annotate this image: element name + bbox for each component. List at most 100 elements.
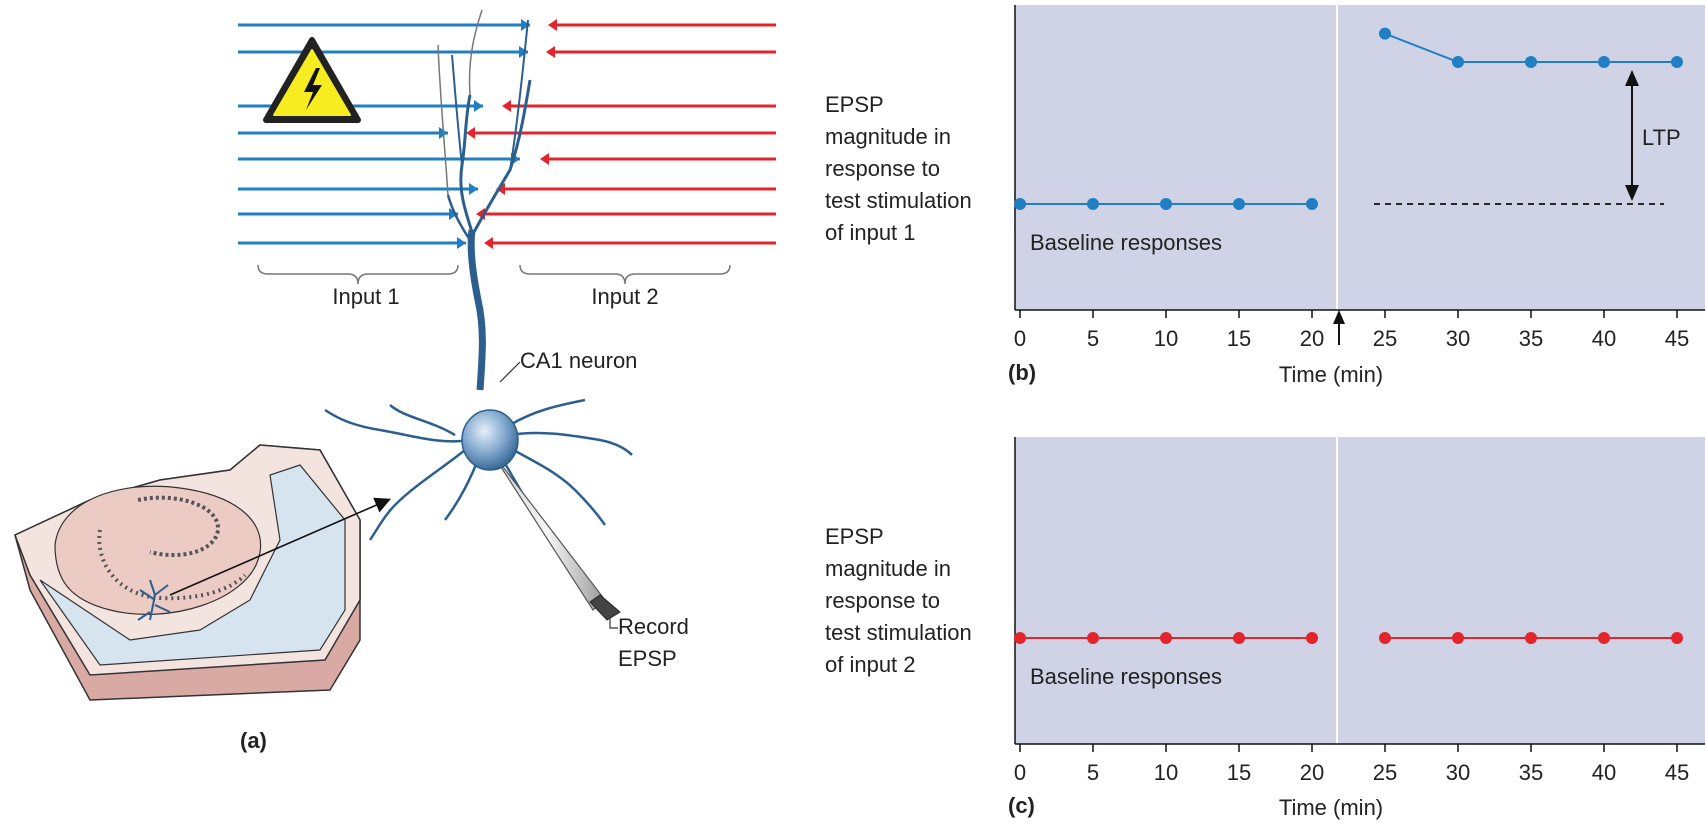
recording-electrode: [489, 449, 621, 621]
ylabel-line: of input 1: [825, 220, 916, 245]
panel-c-plot-area: [1015, 437, 1705, 744]
data-point: [1671, 56, 1683, 68]
data-point: [1306, 198, 1318, 210]
x-tick-label: 30: [1446, 326, 1470, 351]
input-axons: [238, 19, 776, 249]
panel-c: EPSP magnitude in response to test stimulat…: [825, 437, 1705, 820]
data-point: [1525, 56, 1537, 68]
input1-terminal: [449, 208, 458, 220]
input2-terminal: [466, 127, 475, 139]
input-braces: [257, 264, 731, 285]
data-point: [1087, 632, 1099, 644]
panel-b-series: [1014, 27, 1683, 210]
ylabel-line: test stimulation: [825, 620, 972, 645]
data-point: [1671, 632, 1683, 644]
x-tick-label: 0: [1014, 326, 1026, 351]
ylabel-line: response to: [825, 588, 940, 613]
x-tick-label: 30: [1446, 760, 1470, 785]
x-tick-label: 0: [1014, 760, 1026, 785]
ylabel-line: magnitude in: [825, 124, 951, 149]
data-point: [1014, 198, 1026, 210]
input1-terminal: [521, 19, 530, 31]
x-tick-label: 25: [1373, 760, 1397, 785]
x-tick-label: 25: [1373, 326, 1397, 351]
record-label-line1: Record: [618, 614, 689, 639]
data-point: [1452, 632, 1464, 644]
zoom-arrow: [169, 497, 391, 596]
input2-terminal: [484, 237, 493, 249]
panel-b-tag: (b): [1008, 360, 1036, 385]
x-tick-label: 45: [1665, 760, 1689, 785]
ca1-soma: [461, 409, 519, 471]
x-tick-label: 40: [1592, 760, 1616, 785]
panel-c-xlabel: Time (min): [1279, 795, 1383, 820]
x-tick-label: 10: [1154, 760, 1178, 785]
data-point: [1379, 27, 1391, 40]
ca1-neuron-label: CA1 neuron: [520, 348, 637, 373]
arrow-up-icon: [1333, 310, 1345, 345]
x-tick-label: 15: [1227, 760, 1251, 785]
high-voltage-warning-icon: [263, 37, 361, 123]
data-point: [1160, 198, 1172, 210]
panel-b-plot-area: [1015, 5, 1705, 310]
panel-c-ylabel: EPSP magnitude in response to test stimulat…: [825, 524, 972, 677]
input2-terminal: [540, 153, 549, 165]
data-point: [1306, 632, 1318, 644]
ltp-label: LTP: [1642, 125, 1681, 150]
ylabel-line: response to: [825, 156, 940, 181]
data-point: [1233, 198, 1245, 210]
data-point: [1014, 632, 1026, 644]
panel-c-tag: (c): [1008, 793, 1035, 818]
x-tick-label: 35: [1519, 326, 1543, 351]
ylabel-line: test stimulation: [825, 188, 972, 213]
x-tick-label: 20: [1300, 326, 1324, 351]
input1-terminal: [457, 237, 466, 249]
x-tick-label: 5: [1087, 326, 1099, 351]
panel-c-baseline-annotation: Baseline responses: [1030, 664, 1222, 689]
ylabel-line: magnitude in: [825, 556, 951, 581]
apical-dendrites: [437, 9, 532, 391]
slice-neuron-icon: [137, 579, 171, 621]
x-tick-label: 45: [1665, 326, 1689, 351]
input1-terminal: [474, 100, 483, 112]
x-tick-label: 35: [1519, 760, 1543, 785]
ylabel-line: EPSP: [825, 92, 884, 117]
ltp-double-arrow: [1625, 70, 1639, 201]
x-tick-label: 5: [1087, 760, 1099, 785]
input2-terminal: [502, 100, 511, 112]
data-point: [1379, 632, 1391, 644]
input2-terminal: [548, 19, 557, 31]
input1-label: Input 1: [332, 284, 399, 309]
ylabel-line: EPSP: [825, 524, 884, 549]
x-tick-label: 20: [1300, 760, 1324, 785]
input1-terminal: [519, 46, 528, 58]
panel-c-ticks: 0 5 10 15 20 25 30 35 40 45: [1014, 744, 1689, 785]
data-point: [1598, 56, 1610, 68]
ylabel-line: of input 2: [825, 652, 916, 677]
panel-b-ylabel: EPSP magnitude in response to test stimulat…: [825, 92, 972, 245]
record-label-line2: EPSP: [618, 646, 677, 671]
x-tick-label: 15: [1227, 326, 1251, 351]
data-point: [1452, 56, 1464, 68]
input2-terminal: [496, 183, 505, 195]
panel-c-series: [1014, 632, 1683, 644]
x-tick-label: 10: [1154, 326, 1178, 351]
panel-b-xlabel: Time (min): [1279, 362, 1383, 387]
data-point: [1598, 632, 1610, 644]
input1-terminal: [469, 183, 478, 195]
panel-a-tag: (a): [240, 728, 267, 753]
panel-a: Input 1 Input 2: [14, 9, 776, 753]
input2-label: Input 2: [591, 284, 658, 309]
data-point: [1160, 632, 1172, 644]
data-point: [1087, 198, 1099, 210]
panel-b: EPSP magnitude in response to test stimulat…: [825, 5, 1705, 387]
input2-terminal: [546, 46, 555, 58]
panel-b-ticks: 0 5 10 15 20 25 30 35 40 45: [1014, 310, 1689, 351]
hippocampal-slice: [14, 444, 361, 701]
panel-b-baseline-annotation: Baseline responses: [1030, 230, 1222, 255]
data-point: [1525, 632, 1537, 644]
x-tick-label: 40: [1592, 326, 1616, 351]
data-point: [1233, 632, 1245, 644]
